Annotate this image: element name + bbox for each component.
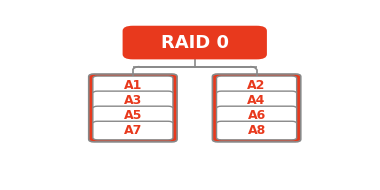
FancyBboxPatch shape (93, 76, 173, 95)
FancyBboxPatch shape (93, 106, 173, 125)
FancyBboxPatch shape (217, 121, 297, 140)
FancyBboxPatch shape (93, 121, 173, 140)
Text: RAID 0: RAID 0 (161, 34, 229, 51)
Text: A3: A3 (124, 94, 142, 107)
Text: A2: A2 (247, 79, 266, 92)
FancyBboxPatch shape (217, 106, 297, 125)
Text: A5: A5 (124, 109, 142, 122)
FancyBboxPatch shape (217, 91, 297, 110)
Text: A4: A4 (247, 94, 266, 107)
Text: A8: A8 (247, 124, 266, 137)
FancyBboxPatch shape (212, 74, 301, 142)
Text: A1: A1 (124, 79, 142, 92)
FancyBboxPatch shape (123, 26, 267, 59)
FancyBboxPatch shape (93, 91, 173, 110)
FancyBboxPatch shape (217, 76, 297, 95)
Text: A7: A7 (124, 124, 142, 137)
Text: A6: A6 (247, 109, 266, 122)
FancyBboxPatch shape (89, 74, 177, 142)
